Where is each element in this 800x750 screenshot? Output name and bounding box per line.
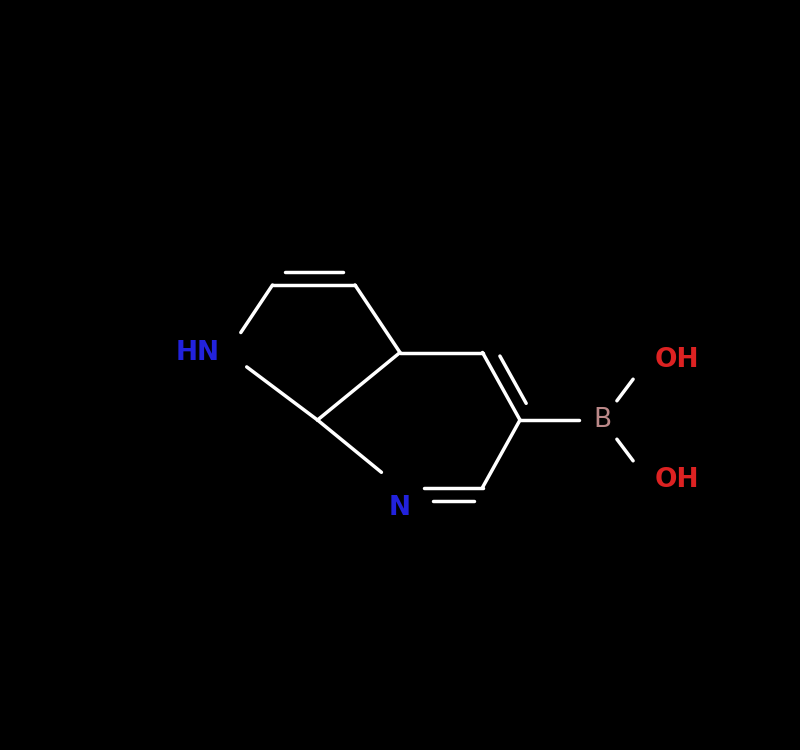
Text: HN: HN	[176, 340, 220, 365]
Text: OH: OH	[655, 347, 699, 373]
Text: N: N	[389, 495, 411, 521]
Text: OH: OH	[655, 467, 699, 493]
Text: B: B	[594, 407, 611, 433]
